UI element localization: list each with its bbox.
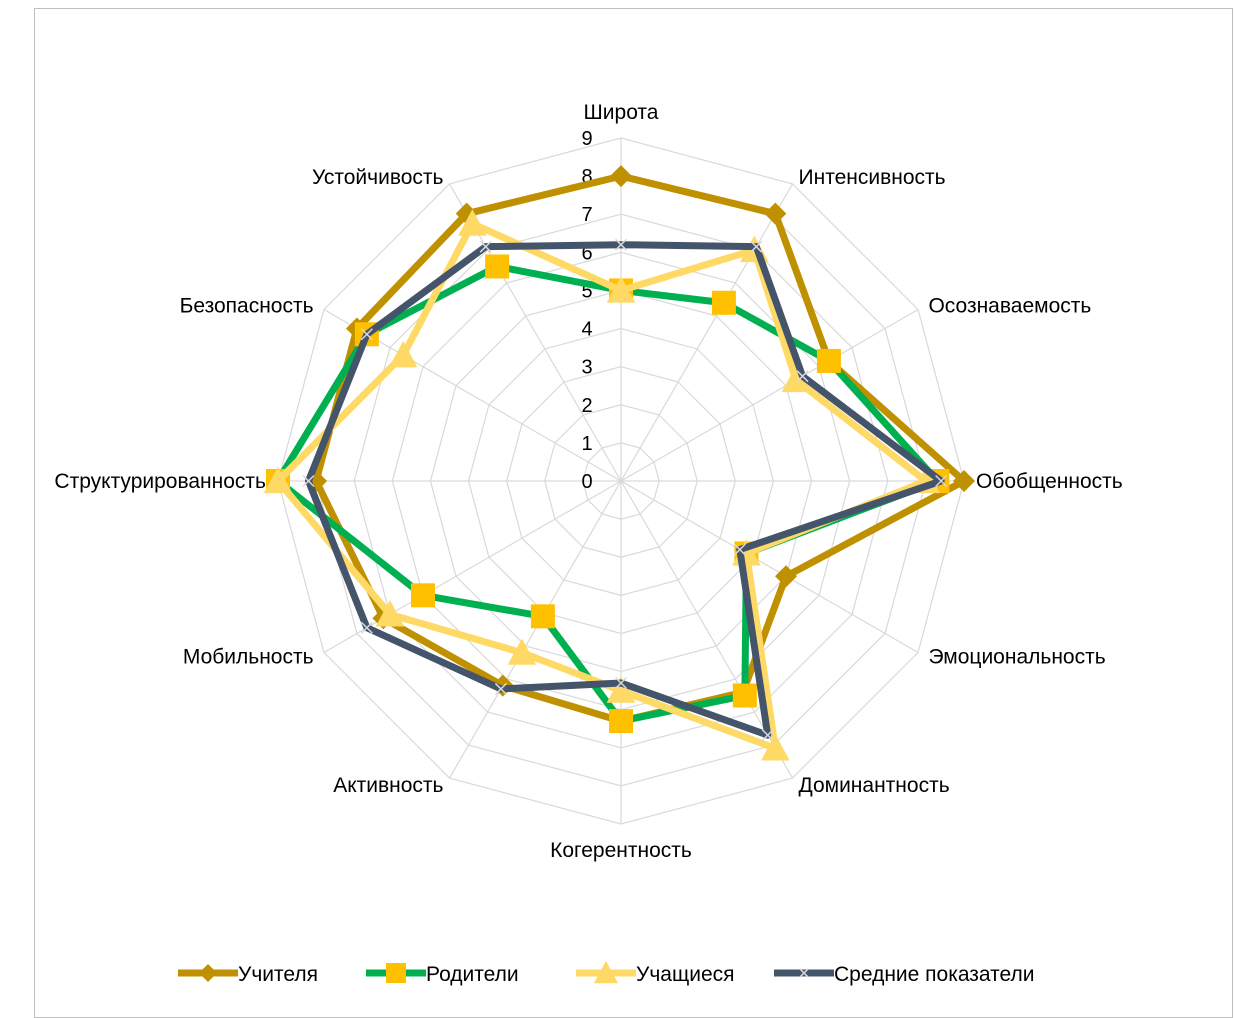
- grid-spoke: [620, 480, 919, 654]
- data-point-marker: [711, 290, 736, 315]
- tick-label: 9: [581, 128, 592, 150]
- legend-marker: [593, 960, 619, 984]
- category-label: Обобщенность: [976, 470, 1123, 493]
- data-point-marker: [750, 240, 763, 253]
- grid-spoke: [620, 183, 794, 482]
- legend-label: Родители: [426, 963, 519, 986]
- data-point-marker: [606, 676, 636, 703]
- data-point-marker: [609, 709, 633, 734]
- data-point-marker: [614, 676, 628, 690]
- category-label: Широта: [584, 101, 659, 124]
- category-labels: Широта Интенсивность Осознаваемость Обобщен…: [54, 101, 1122, 862]
- series-4: [302, 238, 948, 742]
- category-label: Когерентность: [550, 839, 692, 862]
- data-point-marker: [816, 348, 841, 373]
- legend-label: Средние показатели: [834, 963, 1035, 986]
- legend-item: Средние показатели: [774, 963, 1035, 986]
- data-point-marker: [764, 202, 787, 225]
- tick-label: 4: [581, 319, 592, 341]
- data-point-marker: [375, 600, 405, 627]
- category-label: Устойчивость: [312, 166, 444, 189]
- data-point-marker: [761, 729, 774, 742]
- tick-label: 2: [581, 395, 592, 417]
- legend-label: Учащиеся: [636, 963, 735, 986]
- data-point-marker: [530, 604, 555, 629]
- tick-label: 7: [581, 204, 592, 226]
- data-point-marker: [479, 240, 492, 253]
- category-label: Мобильность: [183, 646, 314, 669]
- data-point-marker: [796, 370, 809, 383]
- category-label: Доминантность: [799, 774, 950, 797]
- legend-marker: [199, 964, 217, 982]
- tick-label: 8: [581, 166, 592, 188]
- category-label: Структурированность: [54, 470, 266, 493]
- data-point-marker: [410, 583, 435, 608]
- data-point-marker: [614, 238, 628, 251]
- tick-label: 3: [581, 357, 592, 379]
- data-point-marker: [775, 565, 798, 588]
- data-point-marker: [606, 276, 636, 303]
- data-series: [263, 165, 975, 761]
- data-point-marker: [935, 474, 948, 488]
- category-label: Осознаваемость: [928, 295, 1091, 318]
- tick-label: 6: [581, 242, 592, 264]
- radial-tick-labels: 0 1 2 3 4 5 6 7 8 9: [581, 128, 592, 493]
- legend-label: Учителя: [238, 963, 318, 986]
- legend-item: Учащиеся: [576, 960, 735, 986]
- legend-marker: [386, 963, 406, 983]
- data-point-marker: [388, 340, 418, 368]
- data-point-marker: [360, 621, 373, 634]
- data-point-marker: [263, 466, 293, 494]
- tick-label: 5: [581, 280, 592, 302]
- data-point-marker: [360, 328, 373, 341]
- data-point-marker: [733, 543, 746, 556]
- tick-label: 1: [581, 433, 592, 455]
- legend-item: Учителя: [178, 963, 318, 986]
- category-label: Безопасность: [180, 295, 314, 318]
- legend-item: Родители: [366, 963, 519, 986]
- data-point-marker: [610, 165, 632, 188]
- category-label: Эмоциональность: [928, 646, 1105, 669]
- data-point-marker: [507, 638, 537, 665]
- legend: Учителя Родители Учащиеся Средние показател…: [178, 960, 1035, 986]
- data-point-marker: [781, 365, 811, 393]
- category-label: Активность: [333, 774, 443, 797]
- data-point-marker: [953, 470, 975, 492]
- data-point-marker: [494, 682, 507, 695]
- legend-marker: [799, 968, 809, 978]
- grid-spoke: [448, 480, 622, 779]
- category-label: Интенсивность: [799, 166, 946, 189]
- data-point-marker: [761, 734, 790, 761]
- grid-spoke: [323, 480, 622, 654]
- data-point-marker: [458, 209, 487, 236]
- tick-label: 0: [581, 471, 592, 493]
- data-point-marker: [732, 683, 757, 708]
- radar-grid: [277, 137, 965, 825]
- data-point-marker: [485, 254, 510, 279]
- series-3: [263, 209, 941, 761]
- data-point-marker: [302, 474, 315, 488]
- grid-spoke: [620, 308, 919, 482]
- series-line: [274, 220, 930, 752]
